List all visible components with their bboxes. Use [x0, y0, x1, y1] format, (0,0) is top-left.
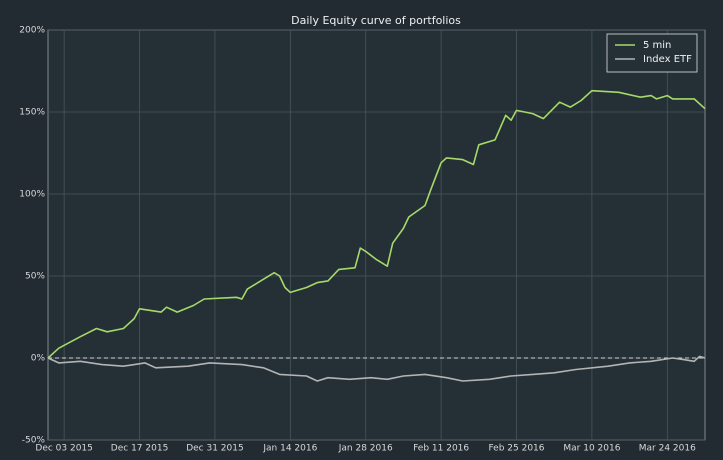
plot-area [47, 29, 706, 441]
y-tick-label: 0% [31, 354, 46, 364]
x-tick-label: Feb 25 2016 [489, 444, 545, 454]
chart-title: Daily Equity curve of portfolios [291, 14, 461, 27]
y-tick-label: 200% [19, 26, 45, 36]
legend-label: 5 min [643, 40, 671, 51]
x-tick-label: Mar 10 2016 [563, 444, 620, 454]
series-line [47, 355, 706, 382]
y-tick-label: 150% [19, 108, 45, 118]
x-tick-label: Jan 28 2016 [338, 444, 393, 454]
legend-box [606, 33, 698, 73]
y-tick-label: -50% [22, 436, 46, 446]
x-tick-label: Feb 11 2016 [413, 444, 469, 454]
legend-label: Index ETF [643, 54, 692, 65]
x-tick-label: Dec 31 2015 [186, 444, 244, 454]
x-tick-label: Jan 14 2016 [262, 444, 317, 454]
y-tick-label: 100% [19, 190, 45, 200]
x-tick-label: Dec 17 2015 [111, 444, 169, 454]
x-tick-label: Mar 24 2016 [639, 444, 696, 454]
series-line [47, 89, 706, 359]
x-tick-label: Dec 03 2015 [35, 444, 93, 454]
y-tick-label: 50% [25, 272, 45, 282]
